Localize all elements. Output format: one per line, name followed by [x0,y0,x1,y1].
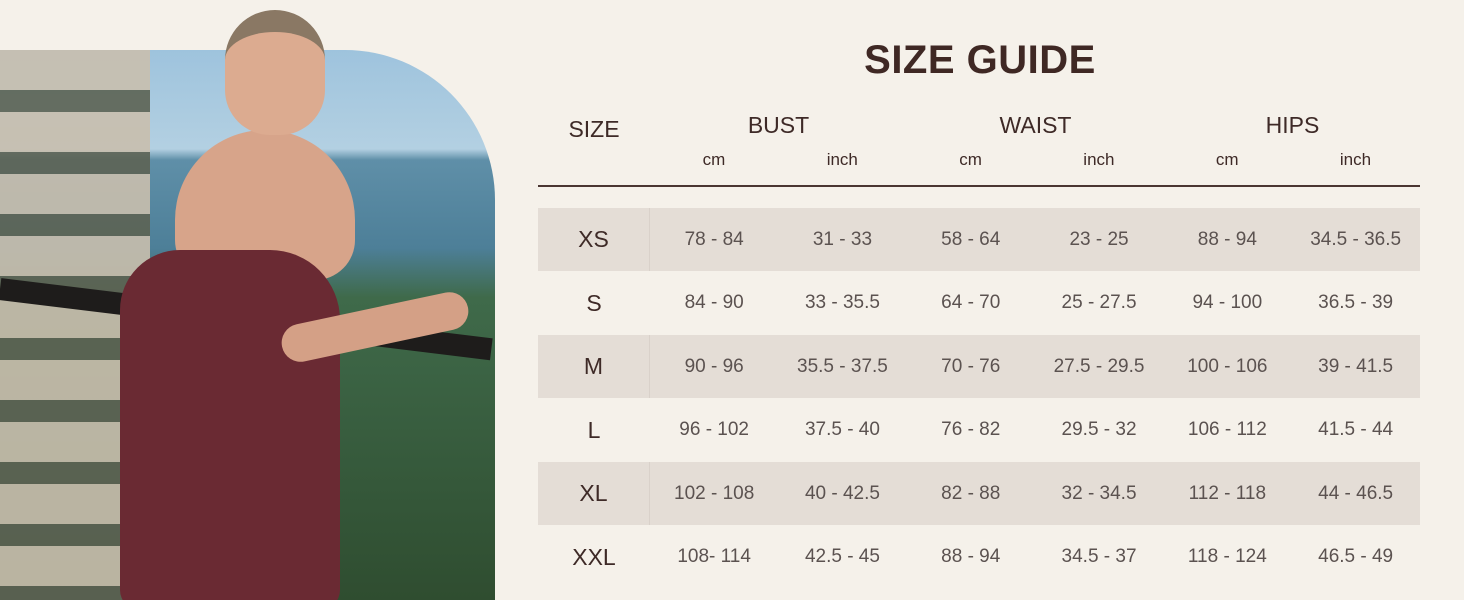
measurement-cell: 70 - 76 [941,355,1001,377]
measurement-cell: 106 - 112 [1187,419,1267,440]
size-cell: XS [538,208,650,271]
measurement-cell: 35.5 - 37.5 [797,355,888,377]
model-dress [120,250,340,600]
measurement-cell: 40 - 42.5 [804,482,880,504]
measurement-cell: 34.5 - 37 [1061,546,1137,567]
size-cell: M [538,335,650,398]
measurement-cell: 90 - 96 [684,355,744,377]
table-row: XXL 108- 114 42.5 - 45 88 - 94 34.5 - 37 118 … [538,526,1420,589]
measurement-cell: 23 - 25 [1069,228,1129,250]
measurement-cell: 88 - 94 [941,546,1001,567]
model-head [225,10,325,135]
table-row: M 90 - 96 35.5 - 37.5 70 - 76 27.5 - 29.5 100… [538,335,1420,398]
size-cell: S [586,289,602,316]
page-title: SIZE GUIDE [864,38,1096,82]
header-waist: WAIST [999,112,1072,138]
measurement-cell: 88 - 94 [1197,228,1257,250]
unit-label: inch [826,150,858,169]
measurement-cell: 82 - 88 [941,482,1001,504]
measurement-cell: 27.5 - 29.5 [1053,355,1145,377]
unit-label: inch [1083,150,1115,169]
measurement-cell: 64 - 70 [941,292,1001,313]
measurement-cell: 44 - 46.5 [1318,482,1394,504]
measurement-cell: 94 - 100 [1192,292,1263,313]
measurement-cell: 31 - 33 [812,228,873,250]
measurement-cell: 118 - 124 [1187,546,1267,567]
measurement-cell: 41.5 - 44 [1318,419,1394,440]
measurement-cell: 100 - 106 [1187,355,1268,377]
size-cell: XXL [572,543,616,570]
measurement-cell: 33 - 35.5 [804,292,880,313]
measurement-cell: 36.5 - 39 [1318,292,1394,313]
unit-label: cm [1215,150,1239,169]
model-photo [0,50,495,600]
unit-label: inch [1339,150,1372,169]
measurement-cell: 32 - 34.5 [1061,482,1137,504]
size-cell: XL [538,462,650,525]
measurement-cell: 34.5 - 36.5 [1310,228,1402,250]
header-size: SIZE [568,116,620,142]
measurement-cell: 78 - 84 [684,228,744,250]
measurement-cell: 42.5 - 45 [804,546,880,567]
measurement-cell: 102 - 108 [674,482,755,504]
measurement-cell: 39 - 41.5 [1318,355,1394,377]
measurement-cell: 37.5 - 40 [804,419,880,440]
header-divider [538,185,1420,187]
measurement-cell: 58 - 64 [941,228,1001,250]
table-row: S 84 - 90 33 - 35.5 64 - 70 25 - 27.5 94 - 10… [538,272,1420,335]
measurement-cell: 29.5 - 32 [1061,419,1137,440]
measurement-cell: 46.5 - 49 [1318,546,1394,567]
unit-label: cm [702,150,726,169]
measurement-cell: 84 - 90 [684,292,744,313]
measurement-cell: 76 - 82 [941,419,1001,440]
measurement-cell: 112 - 118 [1188,482,1267,504]
size-cell: L [587,416,601,443]
header-bust: BUST [747,112,810,138]
measurement-cell: 25 - 27.5 [1061,292,1137,313]
measurement-cell: 96 - 102 [679,419,750,440]
table-row: XL 102 - 108 40 - 42.5 82 - 88 32 - 34.5 112 … [538,462,1420,525]
header-hips: HIPS [1265,112,1320,138]
unit-label: cm [959,150,982,169]
table-row: L 96 - 102 37.5 - 40 76 - 82 29.5 - 32 106 - … [538,399,1420,462]
table-row: XS 78 - 84 31 - 33 58 - 64 23 - 25 88 - 94 34.… [538,208,1420,271]
measurement-cell: 108- 114 [677,546,751,567]
